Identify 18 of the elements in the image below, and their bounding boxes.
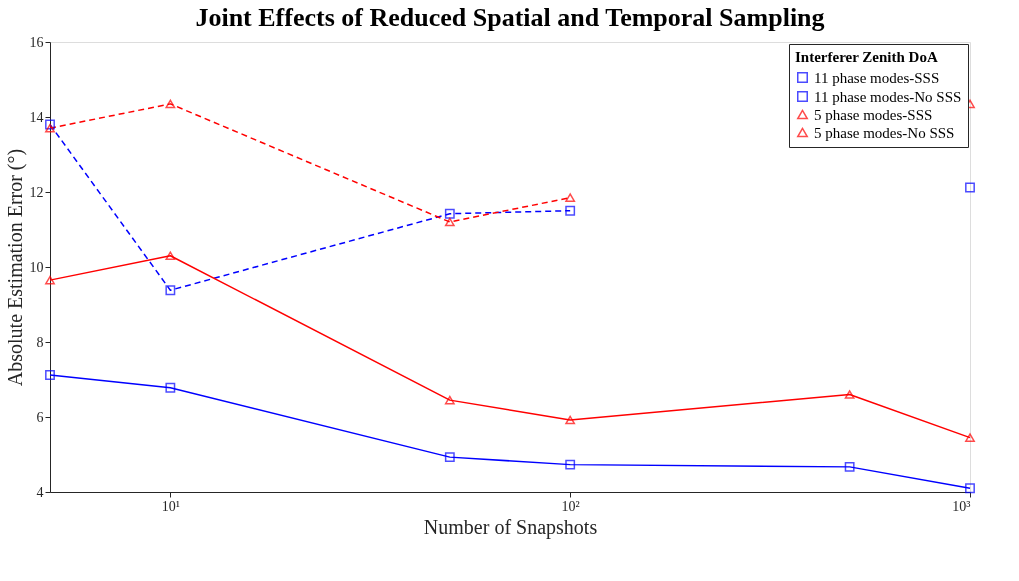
y-tick-label: 8 (36, 334, 44, 350)
y-tick-label: 16 (29, 34, 44, 50)
legend-label: 5 phase modes-SSS (814, 106, 933, 123)
legend-label: 5 phase modes-No SSS (814, 124, 955, 141)
x-tick-label: 10² (561, 498, 580, 514)
x-tick-label: 10¹ (161, 498, 180, 514)
y-tick-label: 14 (29, 109, 44, 125)
y-tick-label: 4 (36, 484, 44, 500)
legend-label: 11 phase modes-No SSS (814, 88, 962, 105)
x-tick-label: 10³ (952, 498, 971, 514)
legend-title: Interferer Zenith DoA (795, 49, 938, 65)
y-tick-label: 12 (29, 184, 44, 200)
y-axis-title: Absolute Estimation Error (°) (3, 148, 27, 387)
x-axis-title: Number of Snapshots (423, 515, 598, 539)
y-tick-label: 10 (29, 259, 44, 275)
chart-title: Joint Effects of Reduced Spatial and Temporal Sampling (195, 3, 825, 32)
y-tick-label: 6 (36, 409, 44, 425)
legend-label: 11 phase modes-SSS (814, 69, 940, 86)
